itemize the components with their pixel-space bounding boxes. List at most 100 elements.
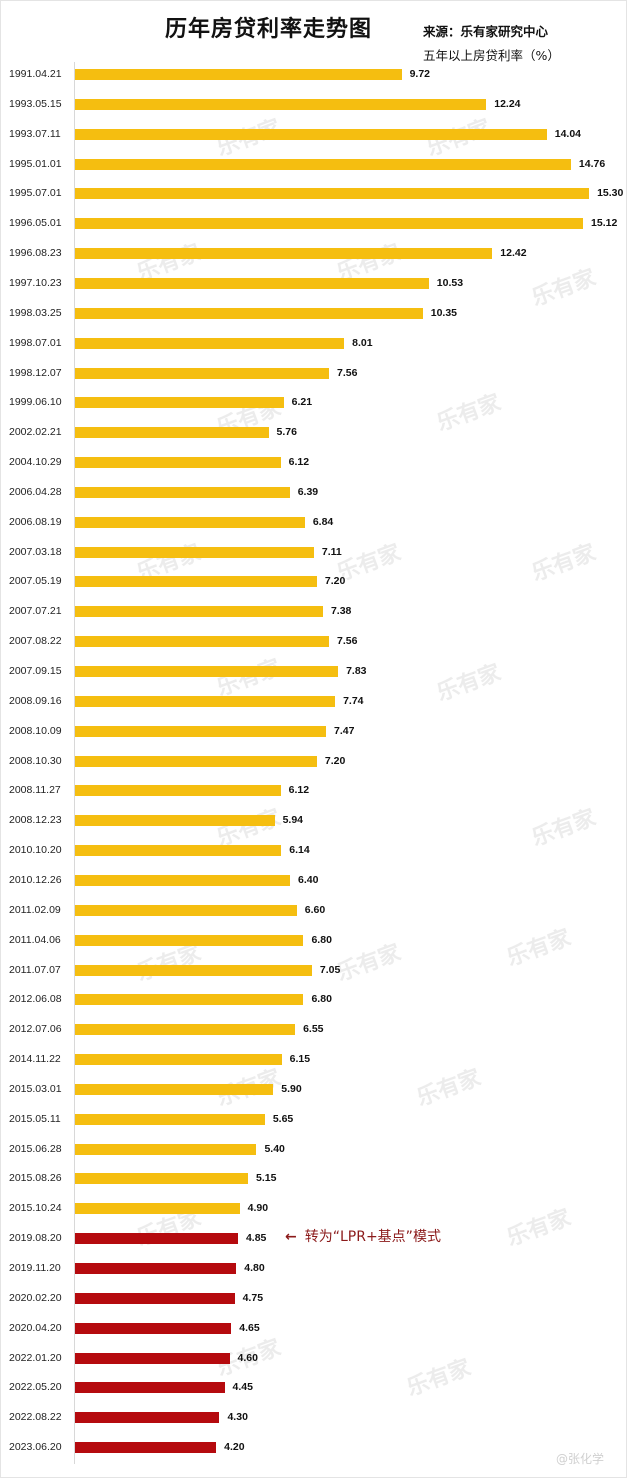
bar-row: 2010.10.20 6.14 <box>0 843 627 857</box>
bar-row: 2006.08.19 6.84 <box>0 515 627 529</box>
bar-row: 2019.08.20 4.85 <box>0 1231 627 1245</box>
bar <box>75 397 284 409</box>
bar <box>75 1292 235 1304</box>
value-label: 5.76 <box>276 426 297 439</box>
bar-row: 1996.05.01 15.12 <box>0 216 627 230</box>
bar-row: 2020.02.20 4.75 <box>0 1291 627 1305</box>
bar <box>75 98 487 110</box>
bar-row: 2015.10.24 4.90 <box>0 1201 627 1215</box>
bar <box>75 636 330 648</box>
category-label: 1996.08.23 <box>9 247 62 260</box>
category-label: 1993.05.15 <box>9 97 62 110</box>
bar <box>75 1113 265 1125</box>
bar-row: 2006.04.28 6.39 <box>0 485 627 499</box>
y-axis-line <box>74 62 75 1464</box>
value-label: 6.80 <box>311 993 332 1006</box>
category-label: 2011.02.09 <box>9 903 61 916</box>
bar <box>75 1382 225 1394</box>
bar <box>75 1083 274 1095</box>
bar <box>75 576 317 588</box>
bar <box>75 307 423 319</box>
category-label: 2012.07.06 <box>9 1023 62 1036</box>
category-label: 2006.04.28 <box>9 485 62 498</box>
bar <box>75 845 282 857</box>
annotation-text: 转为“LPR+基点”模式 <box>304 1229 441 1245</box>
bar-row: 2008.10.09 7.47 <box>0 724 627 738</box>
category-label: 1998.07.01 <box>9 336 62 349</box>
value-label: 12.42 <box>500 247 527 260</box>
bar <box>75 69 402 80</box>
category-label: 2007.03.18 <box>9 545 62 558</box>
category-label: 2022.08.22 <box>9 1411 62 1424</box>
bar <box>75 934 304 946</box>
bar <box>75 1322 232 1334</box>
bar <box>75 695 336 707</box>
bar-row: 2004.10.29 6.12 <box>0 455 627 469</box>
bar-row: 1995.07.01 15.30 <box>0 186 627 200</box>
bar-row: 2008.11.27 6.12 <box>0 783 627 797</box>
category-label: 1998.03.25 <box>9 306 62 319</box>
value-label: 7.05 <box>319 963 341 976</box>
bar-row: 1993.07.11 14.04 <box>0 127 627 141</box>
value-label: 5.90 <box>281 1082 302 1095</box>
value-label: 6.84 <box>312 515 334 528</box>
category-label: 2015.06.28 <box>9 1142 62 1155</box>
bar-row: 1995.01.01 14.76 <box>0 157 627 171</box>
bar <box>75 337 345 349</box>
bar-row: 1996.08.23 12.42 <box>0 246 627 260</box>
weibo-watermark: @张化学 <box>556 1452 605 1466</box>
value-label: 4.85 <box>245 1232 267 1245</box>
value-label: 7.11 <box>321 545 342 558</box>
value-label: 6.60 <box>304 903 326 916</box>
bar <box>75 1054 282 1066</box>
bar-row: 2019.11.20 4.80 <box>0 1261 627 1275</box>
value-label: 5.94 <box>282 814 304 827</box>
bar-row: 1997.10.23 10.53 <box>0 276 627 290</box>
bar <box>75 874 291 886</box>
bar-row: 1993.05.15 12.24 <box>0 97 627 111</box>
category-label: 2007.08.22 <box>9 635 62 648</box>
category-label: 2008.10.30 <box>9 754 62 767</box>
chart-title: 历年房贷利率走势图 <box>165 17 373 42</box>
value-label: 6.80 <box>311 933 332 946</box>
bar-row: 1999.06.10 6.21 <box>0 395 627 409</box>
value-label: 6.12 <box>288 456 310 469</box>
value-label: 6.14 <box>289 844 310 857</box>
value-label: 15.30 <box>597 187 624 200</box>
bar <box>75 516 305 528</box>
value-label: 4.90 <box>247 1202 269 1215</box>
category-label: 2002.02.21 <box>9 426 62 439</box>
value-label: 4.80 <box>244 1262 265 1274</box>
category-label: 2015.10.24 <box>9 1202 62 1215</box>
bar-row: 2015.08.26 5.15 <box>0 1171 627 1185</box>
bar <box>75 158 571 170</box>
bar-row: 2022.05.20 4.45 <box>0 1380 627 1394</box>
bar <box>75 486 290 498</box>
category-label: 2023.06.20 <box>9 1441 62 1454</box>
bar-row: 2022.08.22 4.30 <box>0 1410 627 1424</box>
bar-row: 2007.07.21 7.38 <box>0 604 627 618</box>
bar-row: 2007.03.18 7.11 <box>0 545 627 559</box>
bar-row: 2007.09.15 7.83 <box>0 664 627 678</box>
bar-row: 2015.05.11 5.65 <box>0 1112 627 1126</box>
bar <box>75 785 281 797</box>
bar <box>75 1352 230 1364</box>
category-label: 2006.08.19 <box>9 515 62 528</box>
bar <box>75 964 312 976</box>
value-label: 14.76 <box>578 157 606 170</box>
bar-row: 1998.12.07 7.56 <box>0 366 627 380</box>
bar-row: 2015.03.01 5.90 <box>0 1082 627 1096</box>
bar-row: 2008.09.16 7.74 <box>0 694 627 708</box>
category-label: 2019.11.20 <box>9 1262 61 1274</box>
category-label: 2020.04.20 <box>9 1321 62 1334</box>
bar <box>75 1442 217 1454</box>
value-label: 12.24 <box>494 97 521 110</box>
category-label: 2022.01.20 <box>9 1351 62 1364</box>
value-label: 7.47 <box>333 724 355 737</box>
value-label: 4.30 <box>227 1411 248 1424</box>
bar-row: 2008.10.30 7.20 <box>0 754 627 768</box>
bar <box>75 248 493 260</box>
bar-row: 1998.03.25 10.35 <box>0 306 627 320</box>
value-label: 7.38 <box>330 605 352 618</box>
bar-row: 2007.05.19 7.20 <box>0 574 627 588</box>
